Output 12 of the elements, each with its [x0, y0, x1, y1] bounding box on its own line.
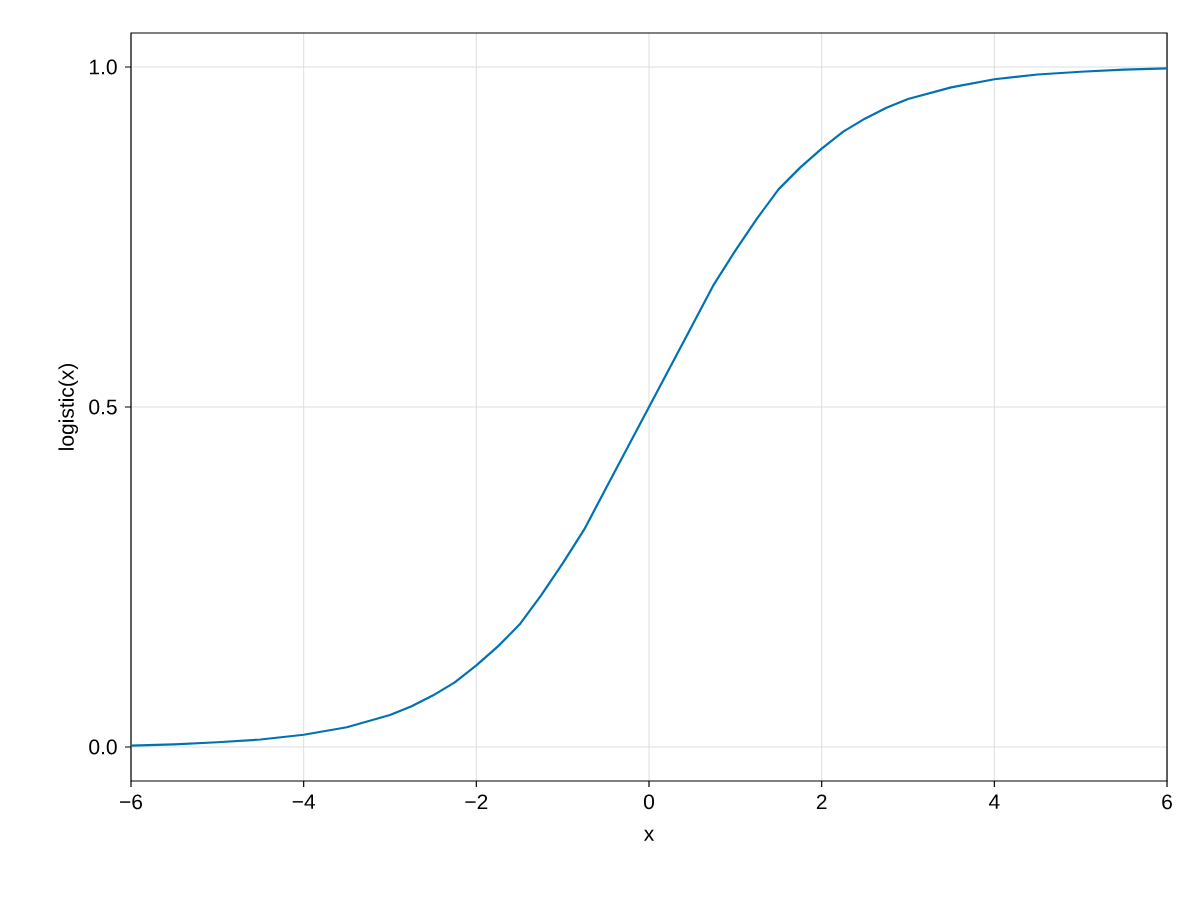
- y-axis-title: logistic(x): [58, 363, 78, 450]
- x-tick-label: −2: [465, 794, 488, 810]
- x-tick-label: 0: [643, 794, 655, 810]
- x-axis-title: x: [644, 829, 655, 841]
- x-tick-label: 4: [988, 794, 1000, 809]
- y-tick-label: 0.5: [89, 399, 117, 415]
- x-tick-label: −6: [120, 794, 143, 810]
- x-tick-label: 6: [1162, 794, 1172, 810]
- x-tick-label: 2: [816, 794, 827, 810]
- x-tick-label: −4: [292, 794, 316, 809]
- y-tick-label: 1.0: [90, 59, 117, 75]
- y-tick-label: 0.0: [89, 739, 117, 755]
